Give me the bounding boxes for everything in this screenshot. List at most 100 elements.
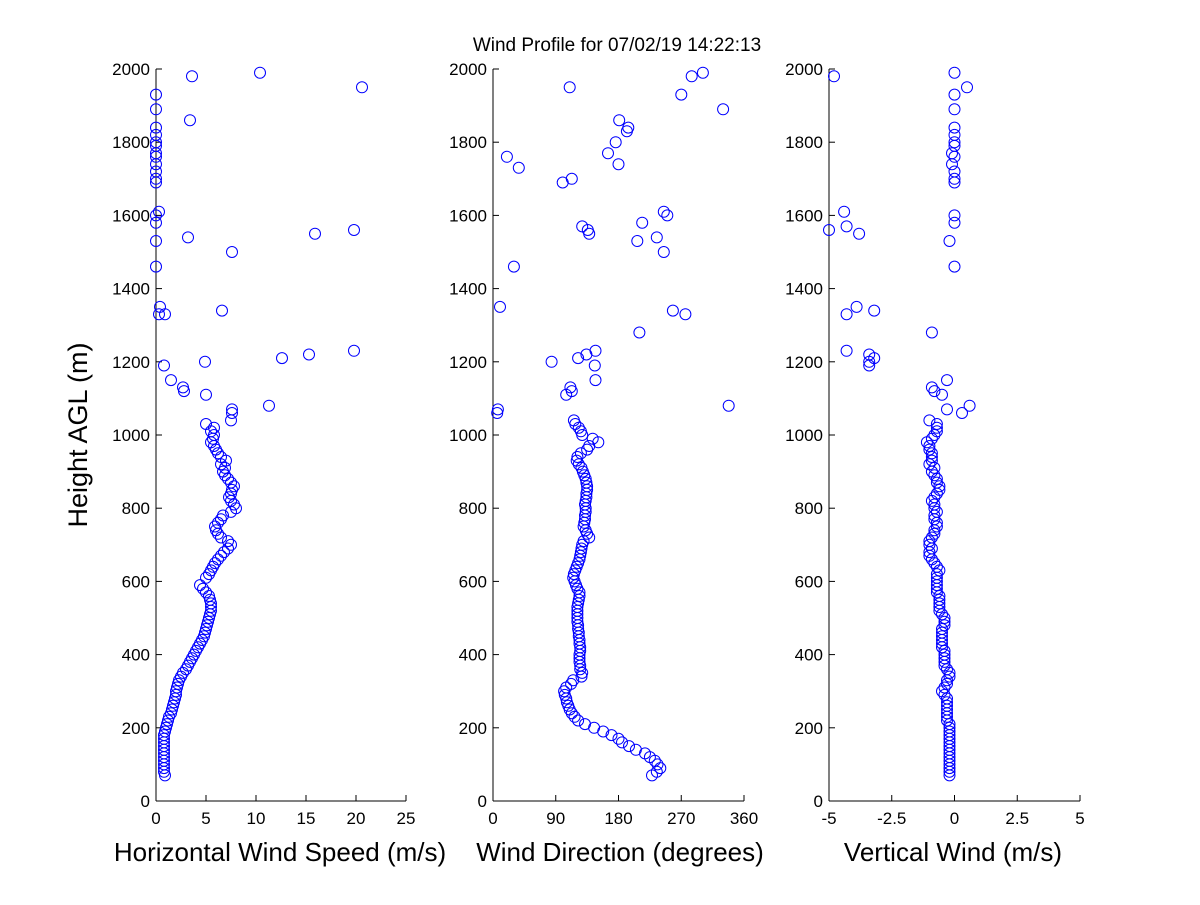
data-point <box>963 399 976 412</box>
y-tick-label: 800 <box>795 499 823 518</box>
data-point <box>150 260 162 273</box>
x-tick-label: 2.5 <box>1005 809 1029 828</box>
data-point <box>661 209 674 222</box>
data-point <box>666 304 679 317</box>
data-point <box>580 476 593 489</box>
data-point <box>943 235 956 247</box>
data-point <box>225 487 237 500</box>
data-point <box>933 564 946 577</box>
data-point <box>218 546 230 559</box>
data-point <box>217 509 229 522</box>
data-point <box>228 480 240 493</box>
data-point <box>923 414 936 427</box>
data-point <box>208 429 220 441</box>
data-point <box>573 590 586 602</box>
data-point <box>208 421 220 434</box>
data-point <box>612 732 625 745</box>
x-tick-label: 0 <box>488 809 497 828</box>
x-tick-label: 180 <box>604 809 632 828</box>
data-point <box>925 465 938 478</box>
data-point <box>938 652 951 665</box>
data-point <box>186 70 198 83</box>
data-point <box>572 352 585 365</box>
data-point <box>938 681 951 694</box>
data-point <box>209 520 221 533</box>
data-point <box>636 216 649 229</box>
data-point <box>612 158 625 171</box>
data-point <box>930 520 943 533</box>
data-point <box>160 721 172 734</box>
data-point <box>494 300 506 313</box>
data-point <box>928 429 941 441</box>
data-point <box>226 403 238 416</box>
data-point <box>225 414 237 427</box>
data-point <box>622 121 635 134</box>
data-point <box>200 623 212 635</box>
data-point <box>158 359 170 372</box>
y-tick-label: 0 <box>814 792 823 811</box>
data-point <box>263 399 275 412</box>
data-point <box>565 172 578 185</box>
data-point <box>216 304 228 317</box>
data-point <box>633 326 646 339</box>
data-point <box>178 385 190 398</box>
data-point <box>948 66 961 79</box>
y-tick-label: 2000 <box>112 60 150 79</box>
data-point <box>348 344 360 357</box>
data-point <box>200 586 212 599</box>
data-point <box>225 476 237 489</box>
data-point <box>948 150 961 163</box>
x-tick-label: 0 <box>151 809 160 828</box>
data-point <box>276 352 288 365</box>
data-point <box>567 414 580 427</box>
x-tick-label: 25 <box>397 809 416 828</box>
data-point <box>197 582 209 595</box>
y-tick-label: 0 <box>478 792 487 811</box>
data-point <box>923 440 936 452</box>
data-point <box>941 677 953 690</box>
y-tick-label: 1400 <box>785 280 823 299</box>
data-point <box>575 542 588 555</box>
y-tick-label: 1200 <box>112 353 150 372</box>
data-point <box>850 300 863 313</box>
data-point <box>925 494 938 507</box>
data-point <box>956 407 968 419</box>
data-point <box>925 553 938 566</box>
data-point <box>657 246 670 258</box>
y-tick-label: 1400 <box>449 280 487 299</box>
x-tick-label: 270 <box>667 809 695 828</box>
y-tick-label: 1200 <box>785 353 823 372</box>
data-point <box>629 743 642 756</box>
data-point <box>863 348 876 361</box>
data-point <box>840 308 853 321</box>
data-point <box>943 725 956 738</box>
y-tick-label: 600 <box>795 572 823 591</box>
y-tick-label: 1200 <box>449 353 487 372</box>
data-point <box>840 220 853 233</box>
data-point <box>941 696 953 709</box>
data-point <box>150 216 162 229</box>
data-point <box>868 304 881 317</box>
data-point <box>150 128 162 141</box>
data-point <box>200 571 212 584</box>
data-point <box>574 546 587 559</box>
data-point <box>560 696 573 709</box>
data-point <box>938 619 951 632</box>
data-point <box>150 121 162 134</box>
data-point <box>207 432 219 445</box>
y-tick-label: 1000 <box>112 426 150 445</box>
data-point <box>210 524 222 537</box>
data-point <box>930 568 943 581</box>
data-point <box>182 231 194 244</box>
data-point <box>946 158 958 171</box>
data-point <box>928 385 941 398</box>
data-point <box>938 688 951 701</box>
y-tick-label: 800 <box>122 499 150 518</box>
x-tick-label: 0 <box>950 809 959 828</box>
data-point <box>576 220 589 233</box>
data-point <box>948 209 961 222</box>
data-point <box>150 172 162 185</box>
data-point <box>930 425 943 438</box>
data-point <box>491 403 504 416</box>
data-point <box>943 670 956 683</box>
